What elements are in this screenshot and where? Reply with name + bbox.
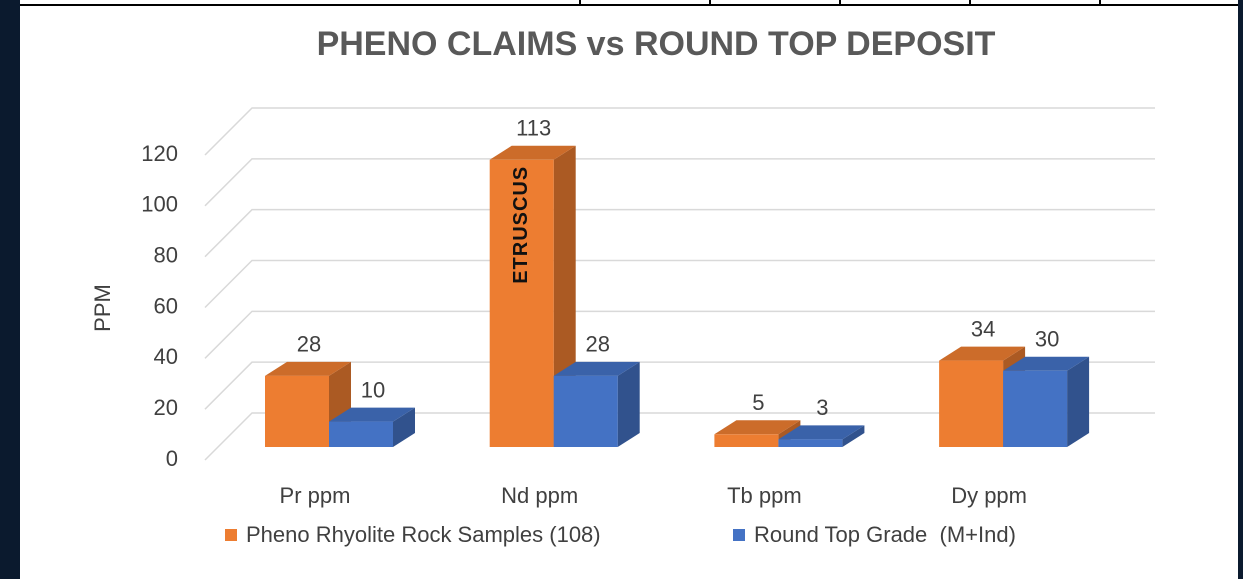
bar — [265, 375, 329, 447]
x-tick-label: Tb ppm — [727, 483, 802, 508]
data-label: 28 — [585, 332, 609, 357]
y-tick-label: 20 — [154, 395, 178, 420]
bar-top — [489, 145, 576, 160]
y-tick-label: 40 — [154, 344, 178, 369]
y-tick-label: 120 — [141, 141, 178, 166]
bar-side — [393, 407, 415, 447]
bar — [1003, 370, 1068, 447]
bar — [714, 434, 779, 447]
bar-top — [329, 407, 415, 422]
bar-top — [265, 361, 351, 376]
legend-swatch — [225, 529, 237, 541]
x-tick-label: Dy ppm — [951, 483, 1027, 508]
bar-side — [1067, 356, 1090, 447]
chart-title: PHENO CLAIMS vs ROUND TOP DEPOSIT — [317, 25, 996, 63]
bar-top — [1003, 356, 1090, 371]
grid-line — [204, 158, 1155, 207]
bar — [489, 159, 554, 447]
bar — [939, 360, 1004, 447]
y-tick-label: 60 — [154, 293, 178, 318]
grid-line — [204, 208, 1155, 258]
data-label: 28 — [297, 332, 321, 357]
grid-line — [204, 361, 1155, 410]
grid-line — [204, 412, 1155, 461]
data-label: 10 — [361, 377, 385, 402]
data-label: 113 — [516, 116, 551, 141]
data-label: 3 — [816, 395, 828, 420]
data-label: 5 — [752, 390, 764, 415]
data-label: 30 — [1035, 327, 1059, 352]
grid-line — [204, 310, 1155, 359]
bar-side — [617, 361, 640, 447]
bar — [553, 375, 618, 447]
top-frame — [20, 0, 1238, 6]
right-border — [1238, 0, 1243, 579]
x-tick-label: Nd ppm — [501, 483, 578, 508]
watermark: ETRUSCUS — [510, 166, 532, 284]
y-tick-label: 0 — [166, 446, 178, 471]
x-tick-label: Pr ppm — [280, 483, 351, 508]
bar — [329, 421, 393, 447]
y-tick-label: 100 — [141, 192, 178, 217]
grid-line — [204, 259, 1155, 309]
bar-top — [553, 361, 640, 376]
legend-label: Pheno Rhyolite Rock Samples (108) — [246, 522, 601, 547]
left-border — [0, 0, 20, 579]
y-tick-label: 80 — [154, 242, 178, 267]
y-axis-label: PPM — [90, 284, 115, 332]
bar-top — [778, 425, 865, 440]
grid-line — [204, 107, 1155, 156]
legend-swatch — [733, 529, 745, 541]
data-label: 34 — [971, 316, 995, 341]
legend-label: Round Top Grade (M+Ind) — [754, 522, 1016, 547]
bar-side — [842, 425, 865, 447]
bar-top — [714, 420, 801, 435]
bar — [778, 439, 843, 447]
bar-top — [939, 346, 1026, 361]
